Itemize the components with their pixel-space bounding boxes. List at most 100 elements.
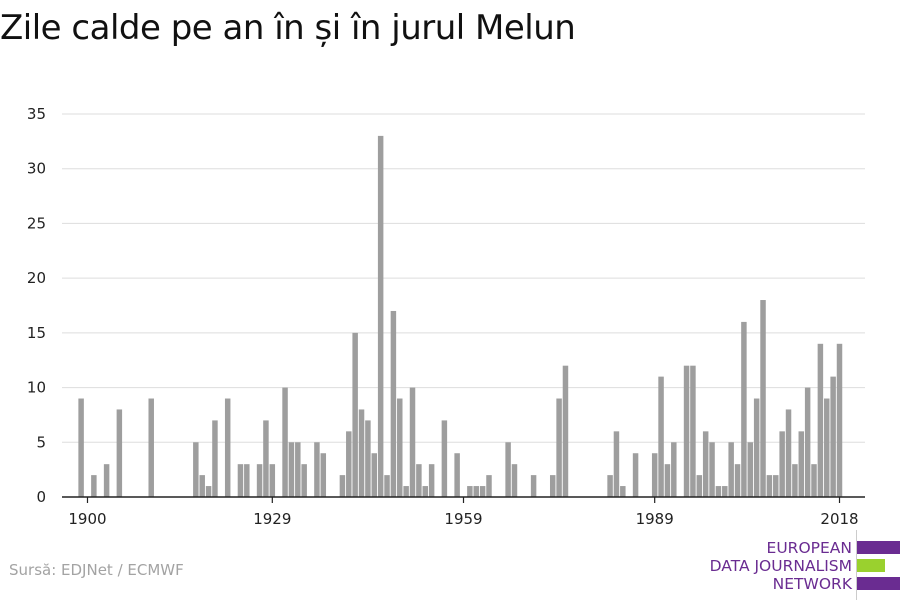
bar-1995 (690, 365, 696, 497)
bar-1996 (696, 475, 703, 497)
bar-1962 (479, 486, 486, 497)
bar-1989 (651, 453, 658, 497)
bar-1946 (377, 135, 384, 497)
logo-bar-purple-top (857, 541, 900, 554)
chart-title: Zile calde pe an în și în jurul Melun (0, 8, 576, 48)
bar-1937 (320, 453, 327, 497)
x-axis-tick-labels: 1900 1929 1959 1989 2018 (68, 510, 858, 528)
bar-1952 (416, 464, 422, 497)
bar-2013 (804, 387, 811, 497)
bar-1967 (511, 464, 518, 497)
bar-1947 (384, 475, 390, 497)
bar-1983 (613, 431, 620, 497)
bar-2005 (753, 398, 760, 497)
bar-chart: 0 5 10 15 20 25 30 35 1900 1929 1959 1989 2018 (27, 105, 865, 528)
bar-1917 (193, 442, 199, 497)
bar-2002 (734, 464, 741, 497)
bar-2009 (779, 431, 785, 497)
bar-1990 (658, 376, 664, 497)
bar-1928 (263, 420, 269, 497)
y-tick-label: 5 (36, 433, 46, 451)
bar-1982 (607, 475, 613, 497)
x-tick-label: 1989 (636, 510, 674, 528)
bar-1924 (237, 464, 244, 497)
logo-line-2: DATA JOURNALISM (709, 557, 852, 575)
bar-1998 (709, 442, 715, 497)
bar-2010 (785, 409, 792, 497)
bar-1950 (403, 486, 409, 497)
bar-1936 (314, 442, 320, 497)
source-note: Sursă: EDJNet / ECMWF (9, 561, 184, 579)
bar-2000 (722, 486, 728, 497)
bar-1954 (428, 464, 435, 497)
bar-1910 (148, 398, 154, 497)
bar-1942 (352, 332, 358, 497)
y-tick-label: 0 (36, 488, 46, 506)
bar-1940 (339, 475, 346, 497)
bar-1918 (199, 475, 205, 497)
bar-1966 (505, 442, 511, 497)
bar-2015 (817, 343, 824, 497)
bar-2008 (773, 475, 779, 497)
y-tick-label: 35 (27, 105, 46, 123)
x-tick-label: 2018 (820, 510, 858, 528)
bar-1944 (365, 420, 371, 497)
bar-1956 (441, 420, 448, 497)
bar-1932 (288, 442, 295, 497)
bar-1933 (295, 442, 301, 497)
bar-1948 (390, 310, 397, 497)
bar-1922 (224, 398, 231, 497)
bar-1945 (371, 453, 378, 497)
x-axis-ticks (86, 497, 841, 503)
bar-1994 (683, 365, 690, 497)
bar-2004 (747, 442, 754, 497)
y-tick-label: 20 (27, 269, 46, 287)
x-tick-label: 1900 (68, 510, 106, 528)
bar-2006 (760, 300, 766, 497)
y-axis-tick-labels: 0 5 10 15 20 25 30 35 (27, 105, 46, 506)
bar-2011 (792, 464, 798, 497)
bar-1992 (671, 442, 677, 497)
bar-2003 (741, 321, 747, 497)
bar-1999 (715, 486, 722, 497)
bar-1953 (422, 486, 429, 497)
bar-1929 (269, 464, 276, 497)
bar-1973 (549, 475, 556, 497)
bar-1925 (244, 464, 250, 497)
logo-line-1: EUROPEAN (766, 539, 852, 557)
bar-2018 (836, 343, 843, 497)
bar-1919 (205, 486, 212, 497)
bar-1927 (256, 464, 263, 497)
bar-1991 (664, 464, 671, 497)
bar-1934 (301, 464, 307, 497)
bar-1941 (346, 431, 352, 497)
bar-1905 (116, 409, 123, 497)
bar-1920 (212, 420, 218, 497)
bar-1963 (486, 475, 492, 497)
bar-1997 (702, 431, 709, 497)
bar-2014 (811, 464, 817, 497)
bar-2012 (798, 431, 805, 497)
bar-1958 (454, 453, 460, 497)
bar-1903 (103, 464, 110, 497)
bar-1951 (409, 387, 416, 497)
bar-2001 (728, 442, 734, 497)
x-tick-label: 1959 (444, 510, 482, 528)
bar-1970 (530, 475, 537, 497)
bar-1901 (91, 475, 97, 497)
bar-1899 (78, 398, 84, 497)
edjnet-logo: EUROPEAN DATA JOURNALISM NETWORK (700, 530, 900, 600)
y-tick-label: 10 (27, 379, 46, 397)
bar-1960 (467, 486, 473, 497)
bar-1943 (358, 409, 365, 497)
bar-1975 (562, 365, 569, 497)
bar-1974 (556, 398, 562, 497)
logo-bar-green (857, 559, 885, 572)
bar-1949 (397, 398, 403, 497)
bar-2017 (830, 376, 836, 497)
bar-1931 (282, 387, 288, 497)
logo-line-3: NETWORK (772, 575, 852, 593)
y-tick-label: 30 (27, 160, 46, 178)
y-tick-label: 15 (27, 324, 46, 342)
bar-2016 (824, 398, 830, 497)
